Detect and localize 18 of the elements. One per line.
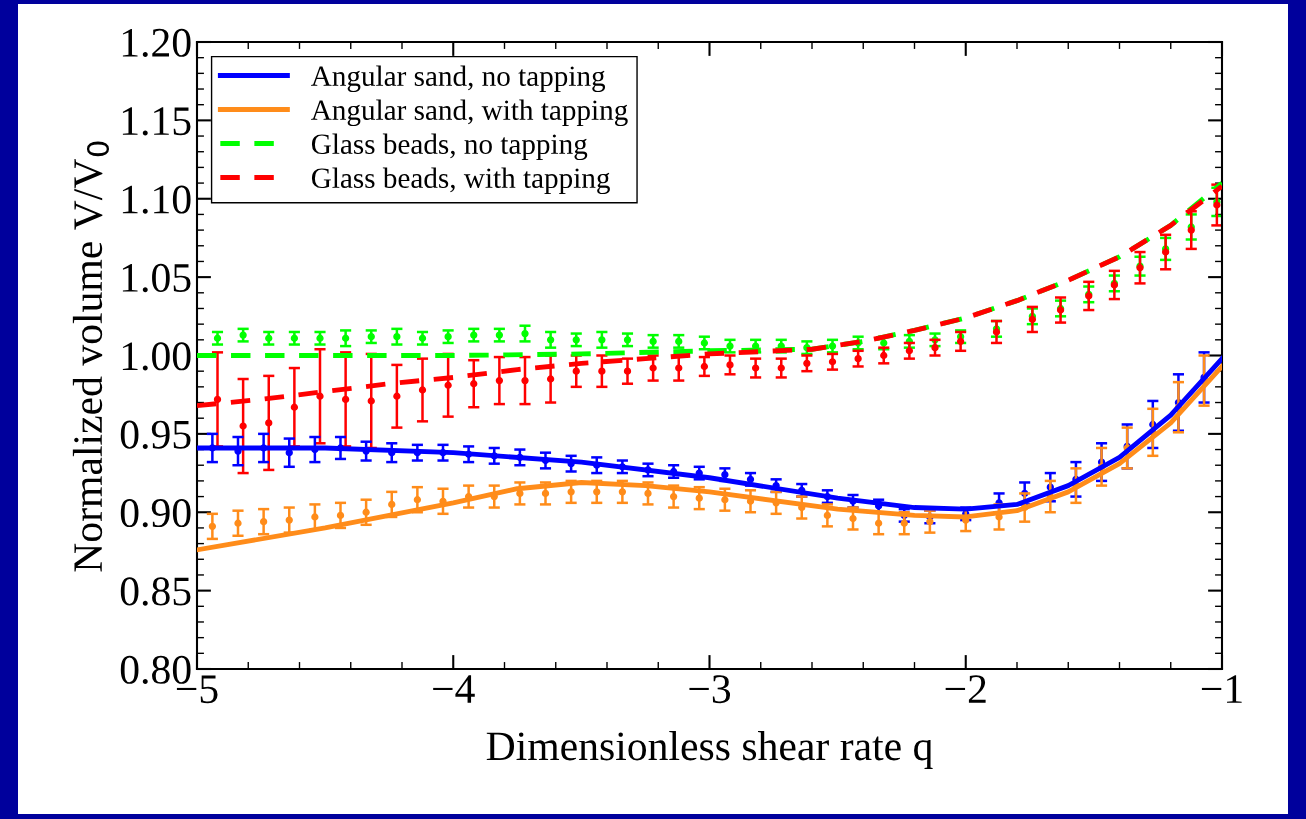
y-tick-label: 0.95 — [120, 420, 191, 449]
y-tick-label: 1.10 — [122, 185, 191, 214]
x-tick-label: −1 — [1201, 675, 1242, 703]
x-axis-title: Dimensionless shear rate q — [486, 731, 933, 769]
y-tick-label: 0.90 — [120, 499, 191, 528]
y-tick-label: 0.85 — [120, 577, 191, 606]
x-tick-label: −3 — [689, 675, 731, 704]
y-tick-label: 1.00 — [122, 342, 191, 371]
y-tick-label: 1.15 — [122, 107, 191, 136]
y-tick-label: 1.20 — [122, 28, 191, 58]
legend-label: Glass beads, no tapping — [311, 133, 588, 161]
legend-label: Glass beads, with tapping — [311, 167, 610, 195]
y-axis-title: Normalized volume V/V$_{0}$ — [72, 141, 110, 572]
legend-label: Angular sand, with tapping — [311, 99, 628, 127]
legend-label: Angular sand, no tapping — [311, 65, 606, 93]
x-tick-label: −2 — [945, 675, 986, 703]
x-tick-label: −4 — [433, 675, 475, 703]
y-tick-label: 1.05 — [122, 263, 191, 293]
